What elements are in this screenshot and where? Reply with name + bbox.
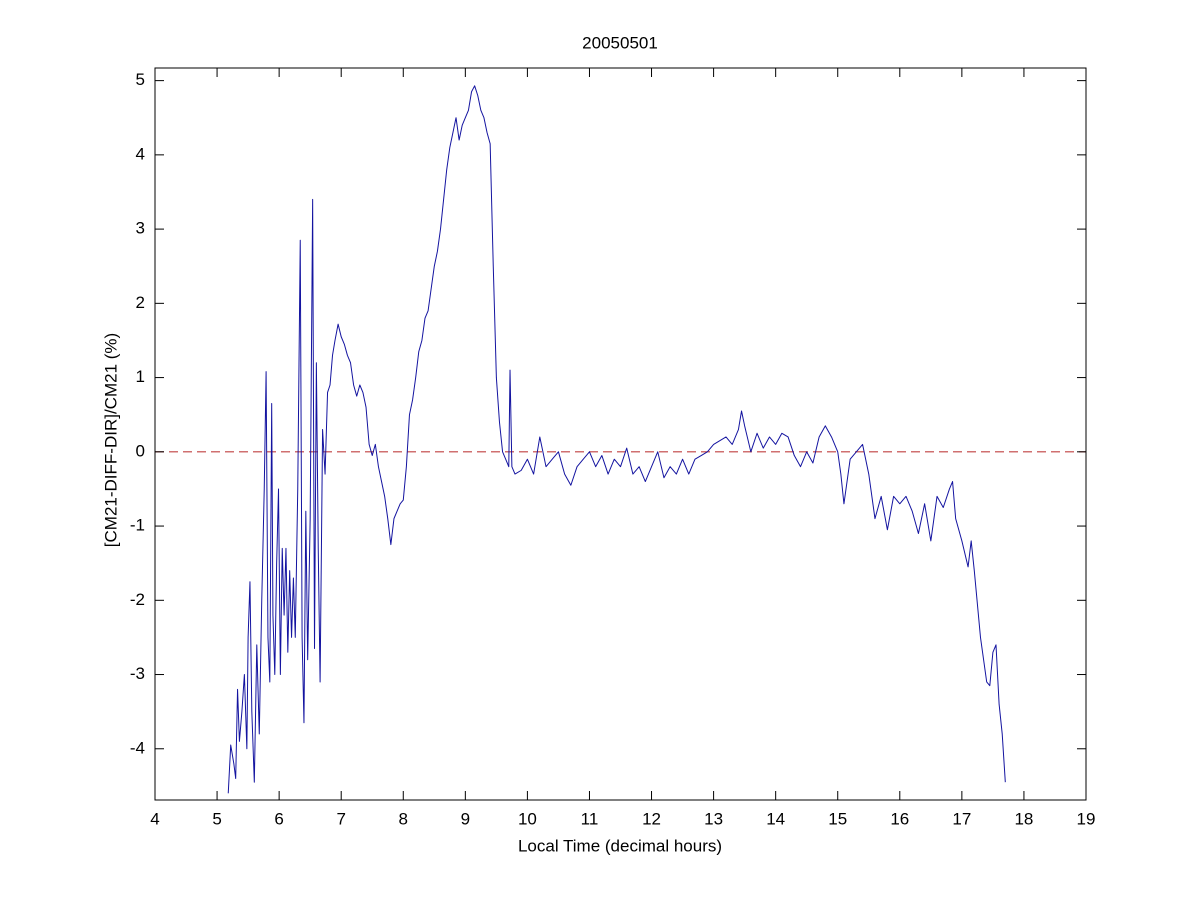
axes-box [154, 67, 1087, 801]
y-tick-label: -1 [130, 516, 145, 535]
x-tick-label: 8 [399, 809, 408, 828]
y-tick-label: 4 [136, 144, 145, 163]
x-tick-label: 6 [274, 809, 283, 828]
x-tick-label: 4 [150, 809, 159, 828]
y-tick-label: 2 [136, 293, 145, 312]
y-tick-label: 3 [136, 219, 145, 238]
x-tick-label: 12 [642, 809, 661, 828]
y-tick-label: 0 [136, 441, 145, 460]
y-tick-label: -2 [130, 590, 145, 609]
x-tick-label: 7 [336, 809, 345, 828]
y-tick-label: 1 [136, 367, 145, 386]
y-axis-label: [CM21-DIFF-DIR]/CM21 (%) [101, 333, 120, 547]
x-tick-label: 18 [1014, 809, 1033, 828]
x-tick-label: 9 [461, 809, 470, 828]
x-tick-label: 16 [890, 809, 909, 828]
x-tick-label: 15 [828, 809, 847, 828]
x-tick-label: 14 [766, 809, 785, 828]
y-tick-label: 5 [136, 70, 145, 89]
x-tick-label: 5 [212, 809, 221, 828]
x-tick-label: 11 [581, 809, 599, 828]
data-line [227, 85, 1006, 794]
x-axis-label: Local Time (decimal hours) [518, 836, 722, 855]
x-tick-label: 17 [952, 809, 971, 828]
y-tick-label: -4 [130, 738, 145, 757]
y-tick-label: -3 [130, 664, 145, 683]
chart-title: 20050501 [582, 33, 658, 52]
plot-area [155, 68, 1086, 800]
x-tick-label: 13 [704, 809, 723, 828]
x-tick-label: 10 [518, 809, 537, 828]
x-tick-label: 19 [1077, 809, 1096, 828]
